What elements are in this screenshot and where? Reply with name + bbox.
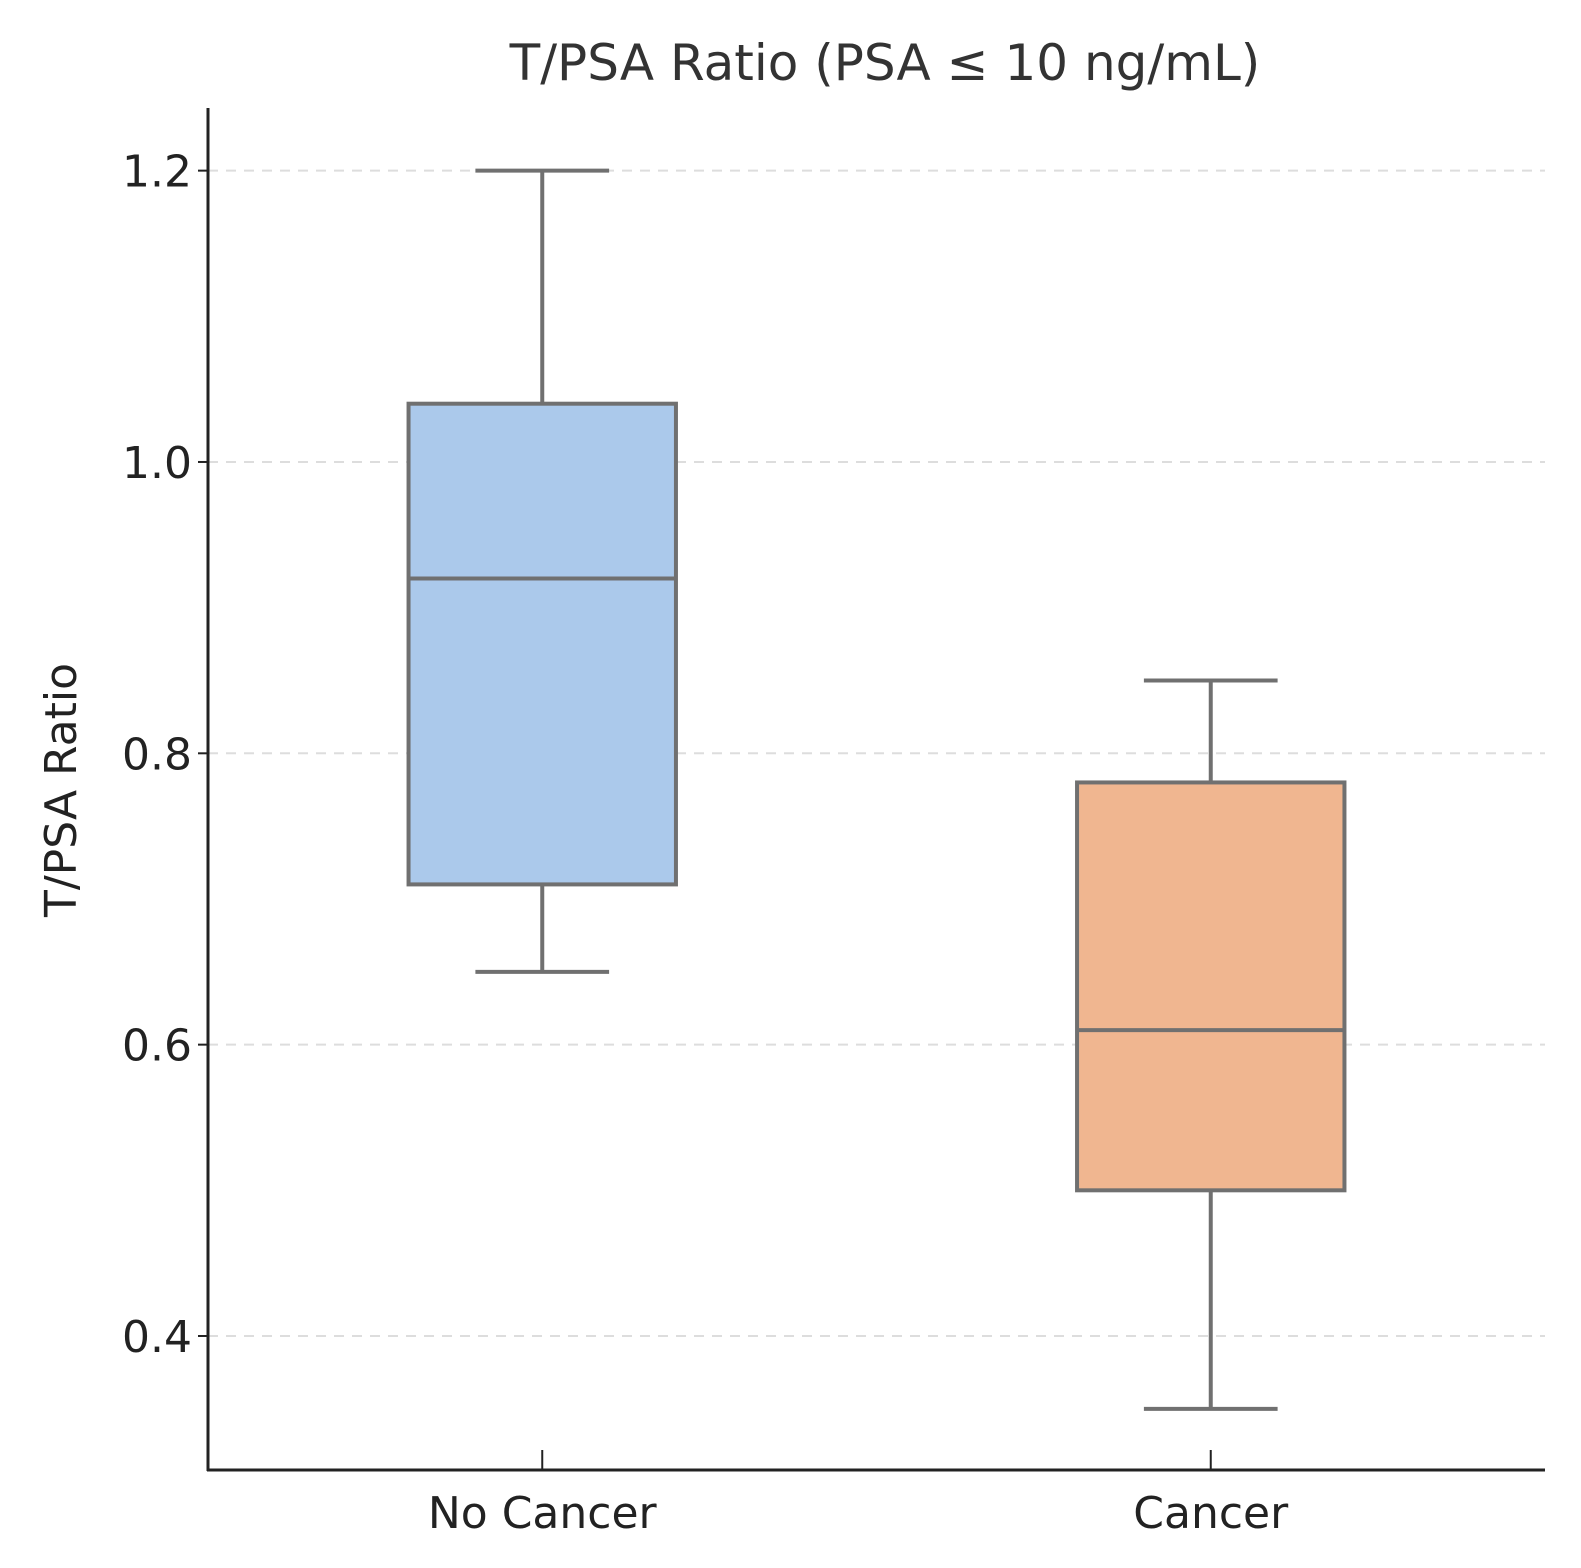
y-tick-label: 1.0 (122, 438, 192, 489)
y-tick-label: 0.8 (122, 729, 192, 780)
chart-title: T/PSA Ratio (PSA ≤ 10 ng/mL) (509, 34, 1261, 92)
box-cancer (1075, 678, 1347, 1411)
box-no-cancer (406, 168, 678, 974)
x-tick-label: Cancer (1133, 1488, 1289, 1539)
y-tick-label: 0.4 (122, 1312, 192, 1363)
y-axis-title: T/PSA Ratio (36, 663, 87, 918)
y-tick-label: 1.2 (122, 147, 192, 198)
iqr-box (406, 401, 678, 887)
axes: 0.4 0.6 0.8 1.0 1.2 No Cancer Cancer (122, 108, 1545, 1539)
x-tick-label: No Cancer (428, 1488, 658, 1539)
y-tick-label: 0.6 (122, 1021, 192, 1072)
boxes (406, 168, 1347, 1411)
iqr-box (1075, 780, 1347, 1193)
